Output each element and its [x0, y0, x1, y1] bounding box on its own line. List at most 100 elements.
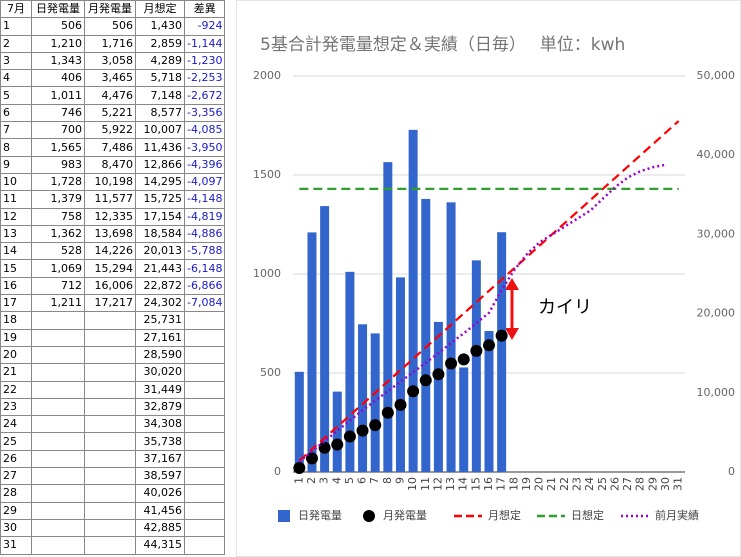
- cell: [31, 501, 85, 520]
- cell: [84, 415, 136, 434]
- cell: [31, 311, 85, 330]
- cell: 12: [0, 207, 32, 226]
- cell: 30,020: [135, 363, 185, 382]
- point: [419, 374, 432, 387]
- x-tick-label: 23: [571, 477, 584, 491]
- x-tick-label: 20: [533, 477, 546, 491]
- table-row: 6 746 5,221 8,577 -3,356: [0, 103, 226, 123]
- bar: [446, 202, 456, 472]
- annotation: カイリ: [538, 297, 592, 318]
- cell: 21,443: [135, 259, 185, 278]
- cell: 1,210: [31, 34, 85, 53]
- x-tick-label: 10: [406, 477, 419, 491]
- cell: 15,294: [84, 259, 136, 278]
- x-tick-label: 27: [621, 477, 634, 491]
- legend-label: 日発電量: [298, 508, 342, 522]
- x-tick-label: 2: [305, 477, 318, 484]
- table-row: 12 758 12,335 17,154 -4,819: [0, 207, 226, 226]
- y-tick-label: 1500: [253, 168, 281, 181]
- cell: [84, 449, 136, 469]
- cell: [183, 380, 226, 399]
- table-row: 15 1,069 15,294 21,443 -6,148: [0, 259, 226, 278]
- cell: [31, 345, 85, 365]
- cell: 13: [0, 224, 32, 244]
- cell: 1,379: [31, 190, 85, 209]
- point: [369, 419, 382, 432]
- cell: [84, 328, 136, 347]
- x-tick-label: 30: [659, 477, 672, 491]
- x-tick-label: 29: [646, 477, 659, 491]
- cell: 24: [0, 415, 32, 434]
- cell: [31, 363, 85, 382]
- cell: 29: [0, 501, 32, 520]
- column-header: 月発電量: [84, 0, 136, 19]
- x-tick-label: 1: [292, 477, 305, 484]
- cell: 24,302: [135, 294, 185, 313]
- bar: [320, 206, 330, 472]
- cell: 31: [0, 536, 32, 555]
- table-row: 3 1,343 3,058 4,289 -1,230: [0, 51, 226, 71]
- cell: 1,362: [31, 224, 85, 244]
- cell: 28: [0, 484, 32, 503]
- cell: -7,084: [183, 294, 226, 313]
- legend-label: 月発電量: [383, 508, 427, 522]
- cell: 4: [0, 69, 32, 88]
- cell: 17,154: [135, 207, 185, 226]
- cell: [183, 345, 226, 365]
- cell: [31, 380, 85, 399]
- point: [318, 441, 331, 454]
- table-row: 22 31,449: [0, 380, 226, 399]
- table-row: 31 44,315: [0, 536, 226, 555]
- cell: 8,577: [135, 103, 185, 123]
- x-tick-label: 31: [672, 477, 685, 491]
- cell: 1,728: [31, 172, 85, 192]
- x-tick-label: 13: [444, 477, 457, 491]
- bar: [421, 198, 431, 472]
- point: [293, 461, 306, 474]
- y-tick-label: 1000: [253, 267, 281, 280]
- cell: 35,738: [135, 432, 185, 451]
- cell: 15,725: [135, 190, 185, 209]
- x-tick-label: 24: [583, 477, 596, 491]
- cell: [183, 449, 226, 469]
- table-row: 19 27,161: [0, 328, 226, 347]
- legend-swatch: [278, 510, 290, 522]
- cell: 44,315: [135, 536, 185, 555]
- y2-tick-label: 0: [728, 465, 735, 478]
- cell: 16: [0, 276, 32, 296]
- y2-tick-label: 50,000: [697, 69, 736, 82]
- cell: 3: [0, 51, 32, 71]
- table-body: 1 506 506 1,430 -924 2 1,210 1,716 2,859 -1,144 3 1…: [0, 17, 226, 555]
- table-row: 24 34,308: [0, 415, 226, 434]
- cell: 30: [0, 518, 32, 538]
- cell: [31, 415, 85, 434]
- cell: 5,221: [84, 103, 136, 123]
- cell: -3,356: [183, 103, 226, 123]
- x-tick-label: 25: [596, 477, 609, 491]
- cell: 1,716: [84, 34, 136, 53]
- x-tick-label: 6: [356, 477, 369, 484]
- cell: 23: [0, 397, 32, 417]
- legend-label: 月想定: [488, 508, 521, 522]
- table-row: 25 35,738: [0, 432, 226, 451]
- legend-swatch: [363, 510, 375, 522]
- column-header: 日発電量: [31, 0, 85, 19]
- cell: 7: [0, 121, 32, 140]
- x-tick-label: 14: [457, 477, 470, 491]
- x-tick-label: 4: [330, 477, 343, 484]
- cell: 3,465: [84, 69, 136, 88]
- cell: 27,161: [135, 328, 185, 347]
- cell: 1,430: [135, 17, 185, 36]
- table-row: 27 38,597: [0, 467, 226, 486]
- table-row: 7 700 5,922 10,007 -4,085: [0, 121, 226, 140]
- cell: 26: [0, 449, 32, 469]
- table-row: 21 30,020: [0, 363, 226, 382]
- chart: 5基合計発電量想定＆実績（日毎） 単位：kwh カイリ 0 500 1000 1500…: [236, 0, 741, 557]
- x-tick-label: 18: [507, 477, 520, 491]
- cell: 528: [31, 242, 85, 261]
- cell: [31, 397, 85, 417]
- bar: [332, 391, 342, 472]
- y-tick-label: 2000: [253, 69, 281, 82]
- cell: 25: [0, 432, 32, 451]
